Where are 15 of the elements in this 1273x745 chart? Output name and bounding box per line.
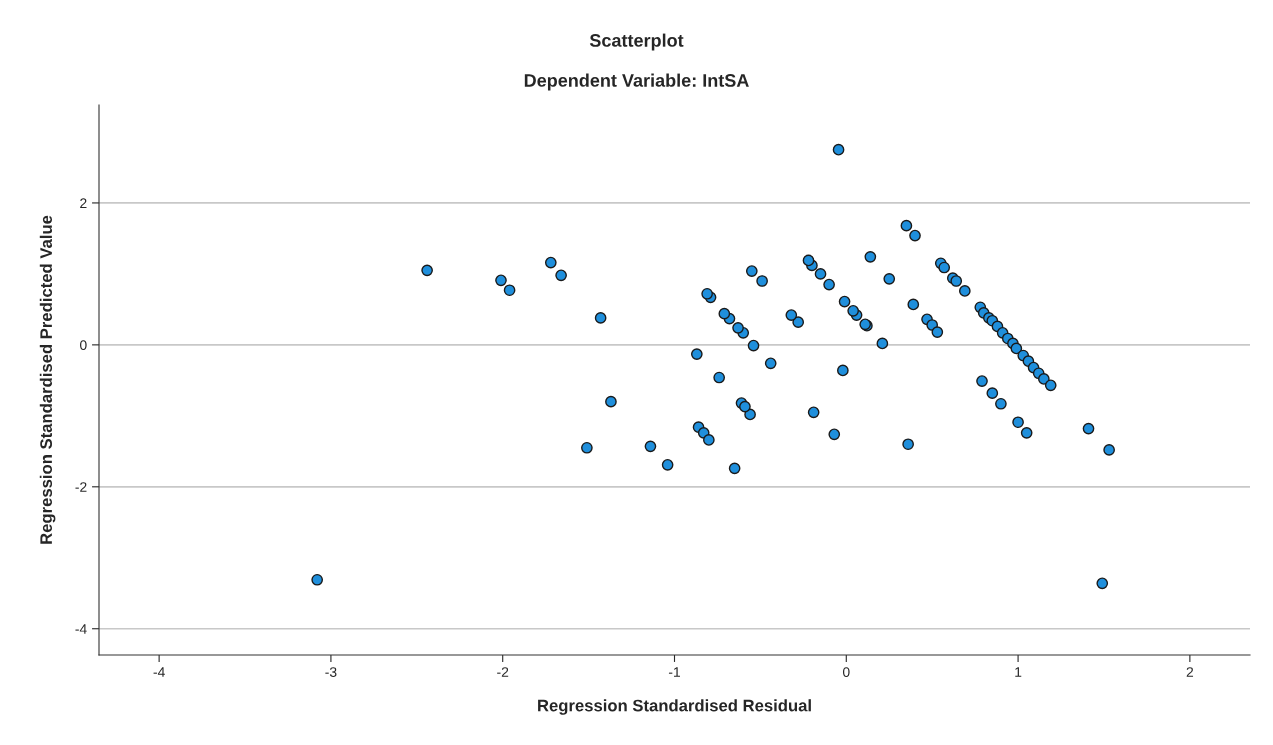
x-tick-label: 0 (842, 667, 850, 678)
y-tick-label: 2 (80, 198, 87, 208)
x-tick-label: -3 (325, 667, 337, 678)
y-tick-label: 0 (80, 340, 87, 351)
x-tick-label: 2 (1186, 667, 1194, 677)
y-tick-label: -2 (75, 482, 87, 492)
chart-subtitle: Dependent Variable: IntSA (524, 73, 749, 91)
x-tick-label: 1 (1015, 667, 1022, 677)
x-tick-label: -4 (153, 667, 165, 677)
x-tick-label: -2 (497, 667, 509, 677)
x-tick-label: -1 (668, 667, 680, 677)
x-axis-title: Regression Standardised Residual (538, 699, 811, 715)
chart-title: Scatterplot (589, 33, 684, 51)
y-tick-label: -4 (75, 624, 87, 634)
y-axis-title: Regression Standardised Predicted Value (39, 215, 56, 544)
